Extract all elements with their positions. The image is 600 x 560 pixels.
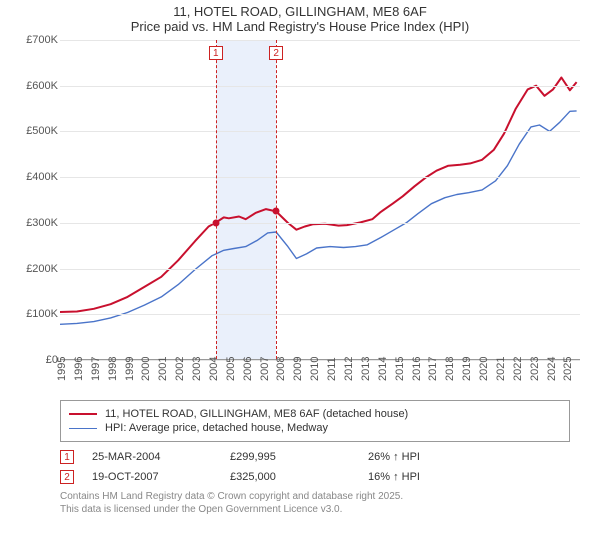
x-axis-label: 1997 bbox=[90, 357, 102, 381]
x-axis-label: 2008 bbox=[275, 357, 287, 381]
legend-row-series1: 11, HOTEL ROAD, GILLINGHAM, ME8 6AF (det… bbox=[69, 408, 561, 420]
x-axis-label: 2020 bbox=[478, 357, 490, 381]
x-axis-label: 2025 bbox=[562, 357, 574, 381]
attribution-line1: Contains HM Land Registry data © Crown c… bbox=[60, 490, 600, 503]
x-axis-label: 2000 bbox=[140, 357, 152, 381]
sale-delta: 26% ↑ HPI bbox=[368, 451, 488, 463]
x-axis-label: 2022 bbox=[512, 357, 524, 381]
y-axis-label: £400K bbox=[18, 171, 58, 183]
line-chart-svg bbox=[60, 40, 580, 360]
y-axis-label: £200K bbox=[18, 263, 58, 275]
x-axis-label: 2010 bbox=[309, 357, 321, 381]
legend-row-series2: HPI: Average price, detached house, Medw… bbox=[69, 422, 561, 434]
sale-marker-chip: 1 bbox=[60, 450, 74, 464]
y-axis-label: £500K bbox=[18, 125, 58, 137]
x-axis-label: 1995 bbox=[56, 357, 68, 381]
x-axis-label: 2005 bbox=[225, 357, 237, 381]
series-price_paid bbox=[60, 78, 577, 313]
sale-marker-dot bbox=[273, 208, 280, 215]
y-axis-label: £300K bbox=[18, 217, 58, 229]
x-axis-label: 1996 bbox=[73, 357, 85, 381]
attribution: Contains HM Land Registry data © Crown c… bbox=[60, 490, 600, 516]
x-axis-label: 2018 bbox=[444, 357, 456, 381]
sale-row: 1 25-MAR-2004 £299,995 26% ↑ HPI bbox=[60, 450, 570, 464]
chart-marker-chip: 2 bbox=[269, 46, 283, 60]
sale-date: 19-OCT-2007 bbox=[92, 471, 212, 483]
y-axis-label: £600K bbox=[18, 80, 58, 92]
x-axis-label: 2011 bbox=[326, 357, 338, 381]
x-axis-label: 2003 bbox=[191, 357, 203, 381]
attribution-line2: This data is licensed under the Open Gov… bbox=[60, 503, 600, 516]
sale-delta: 16% ↑ HPI bbox=[368, 471, 488, 483]
x-axis-label: 2017 bbox=[427, 357, 439, 381]
sale-row: 2 19-OCT-2007 £325,000 16% ↑ HPI bbox=[60, 470, 570, 484]
y-axis-label: £100K bbox=[18, 308, 58, 320]
sale-price: £299,995 bbox=[230, 451, 350, 463]
chart-marker-chip: 1 bbox=[209, 46, 223, 60]
x-axis-label: 2014 bbox=[377, 357, 389, 381]
legend-swatch-2 bbox=[69, 428, 97, 429]
x-axis-label: 2001 bbox=[157, 357, 169, 381]
x-axis-label: 2021 bbox=[495, 357, 507, 381]
x-axis-label: 2004 bbox=[208, 357, 220, 381]
title-address: 11, HOTEL ROAD, GILLINGHAM, ME8 6AF bbox=[0, 4, 600, 19]
sale-marker-chip: 2 bbox=[60, 470, 74, 484]
x-axis-label: 2019 bbox=[461, 357, 473, 381]
x-axis-label: 2015 bbox=[394, 357, 406, 381]
legend-label-2: HPI: Average price, detached house, Medw… bbox=[105, 422, 328, 434]
sale-date: 25-MAR-2004 bbox=[92, 451, 212, 463]
x-axis-label: 1998 bbox=[107, 357, 119, 381]
y-axis-label: £700K bbox=[18, 34, 58, 46]
x-axis-label: 2023 bbox=[529, 357, 541, 381]
x-axis-label: 2009 bbox=[292, 357, 304, 381]
x-axis-label: 2024 bbox=[546, 357, 558, 381]
legend-label-1: 11, HOTEL ROAD, GILLINGHAM, ME8 6AF (det… bbox=[105, 408, 408, 420]
x-axis-label: 2002 bbox=[174, 357, 186, 381]
y-axis-label: £0 bbox=[18, 354, 58, 366]
plot-area: £0£100K£200K£300K£400K£500K£600K£700K199… bbox=[60, 40, 580, 360]
legend: 11, HOTEL ROAD, GILLINGHAM, ME8 6AF (det… bbox=[60, 400, 570, 442]
x-axis-label: 2016 bbox=[411, 357, 423, 381]
chart-container: £0£100K£200K£300K£400K£500K£600K£700K199… bbox=[18, 40, 588, 400]
sale-price: £325,000 bbox=[230, 471, 350, 483]
chart-title: 11, HOTEL ROAD, GILLINGHAM, ME8 6AF Pric… bbox=[0, 0, 600, 34]
x-axis-label: 2007 bbox=[259, 357, 271, 381]
legend-swatch-1 bbox=[69, 413, 97, 415]
x-axis-label: 2012 bbox=[343, 357, 355, 381]
x-axis-label: 2013 bbox=[360, 357, 372, 381]
title-subtitle: Price paid vs. HM Land Registry's House … bbox=[0, 19, 600, 34]
sale-marker-dot bbox=[212, 219, 219, 226]
x-axis-label: 1999 bbox=[124, 357, 136, 381]
x-axis-label: 2006 bbox=[242, 357, 254, 381]
sales-table: 1 25-MAR-2004 £299,995 26% ↑ HPI 2 19-OC… bbox=[60, 450, 570, 484]
